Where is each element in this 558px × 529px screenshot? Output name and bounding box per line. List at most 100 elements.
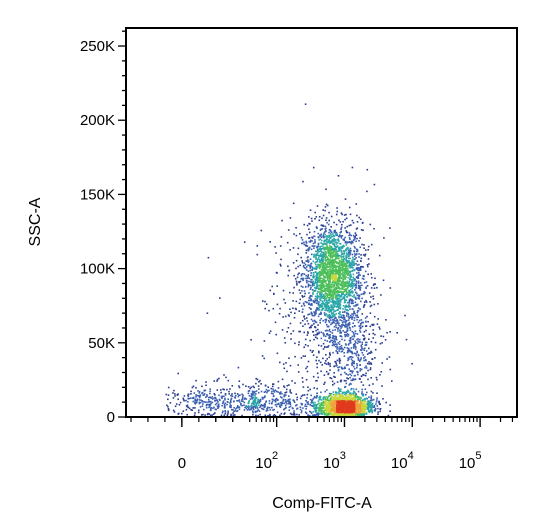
event-dot — [335, 343, 337, 345]
event-dot — [249, 398, 252, 400]
event-dot — [327, 320, 330, 322]
event-dot — [332, 294, 335, 296]
event-dot — [277, 380, 280, 383]
event-dot — [238, 401, 241, 403]
event-dot — [330, 261, 332, 263]
event-dot — [351, 286, 354, 289]
event-dot — [326, 406, 328, 409]
event-dot — [325, 354, 327, 356]
event-dot — [294, 414, 296, 416]
event-dot — [317, 332, 319, 335]
event-dot — [337, 297, 339, 300]
event-dot — [370, 350, 372, 353]
event-dot — [372, 323, 375, 326]
event-dot — [335, 223, 338, 226]
event-dot — [359, 218, 362, 221]
event-dot — [363, 304, 365, 307]
event-dot — [377, 413, 379, 415]
event-dot — [332, 288, 335, 291]
event-dot — [319, 361, 322, 364]
event-dot — [361, 413, 363, 416]
event-dot — [368, 338, 370, 340]
event-dot — [354, 296, 357, 299]
event-dot — [251, 392, 254, 395]
event-dot — [329, 406, 332, 409]
event-dot — [338, 360, 341, 362]
event-dot — [356, 401, 358, 403]
event-dot — [335, 397, 337, 400]
event-dot — [351, 308, 354, 310]
event-dot — [323, 333, 325, 336]
event-dot — [316, 205, 319, 207]
event-dot — [347, 274, 349, 276]
event-dot — [354, 332, 357, 335]
event-dot — [329, 306, 332, 309]
event-dot — [331, 412, 334, 415]
event-dot — [327, 287, 330, 289]
event-dot — [282, 316, 284, 318]
event-dot — [305, 277, 307, 280]
event-dot — [333, 283, 336, 285]
event-dot — [319, 259, 321, 262]
event-dot — [352, 276, 355, 279]
event-dot — [344, 267, 346, 270]
event-dot — [339, 270, 342, 272]
event-dot — [207, 256, 210, 259]
event-dot — [289, 322, 292, 325]
event-dot — [319, 229, 322, 231]
event-dot — [335, 288, 338, 290]
event-dot — [244, 406, 246, 409]
event-dot — [349, 341, 352, 343]
event-dot — [323, 254, 325, 257]
event-dot — [356, 333, 359, 335]
event-dot — [315, 312, 317, 315]
event-dot — [227, 398, 229, 400]
event-dot — [331, 274, 333, 277]
event-dot — [344, 326, 346, 328]
event-dot — [288, 315, 290, 317]
event-dot — [347, 250, 350, 253]
event-dot — [303, 290, 306, 292]
event-dot — [320, 277, 323, 280]
event-dot — [357, 281, 360, 283]
event-dot — [285, 394, 287, 396]
event-dot — [231, 408, 233, 411]
event-dot — [352, 365, 355, 368]
event-dot — [331, 400, 333, 403]
event-dot — [331, 300, 333, 302]
event-dot — [326, 310, 329, 312]
event-dot — [325, 407, 327, 409]
event-dot — [351, 317, 353, 319]
event-dot — [327, 363, 330, 366]
event-dot — [357, 307, 360, 309]
event-dot — [345, 315, 348, 317]
event-dot — [304, 338, 307, 341]
event-dot — [362, 402, 365, 404]
event-dot — [318, 267, 321, 270]
event-dot — [350, 394, 352, 397]
event-dot — [292, 292, 294, 294]
event-dot — [290, 413, 293, 416]
event-dot — [347, 283, 350, 286]
event-dot — [320, 274, 322, 276]
event-dot — [349, 370, 352, 372]
event-dot — [274, 246, 276, 248]
event-dot — [230, 414, 232, 417]
event-dot — [320, 236, 323, 239]
event-dot — [213, 393, 216, 395]
event-dot — [305, 412, 308, 415]
event-dot — [331, 275, 334, 277]
event-dot — [206, 413, 209, 416]
event-dot — [334, 254, 337, 257]
event-dot — [307, 322, 310, 325]
event-dot — [330, 231, 333, 234]
event-dot — [281, 396, 283, 399]
event-dot — [376, 405, 379, 407]
event-dot — [362, 254, 365, 256]
event-dot — [316, 274, 319, 276]
event-dot — [316, 407, 318, 409]
event-dot — [356, 342, 359, 345]
event-dot — [334, 247, 337, 250]
event-dot — [333, 413, 335, 416]
event-dot — [362, 278, 365, 280]
